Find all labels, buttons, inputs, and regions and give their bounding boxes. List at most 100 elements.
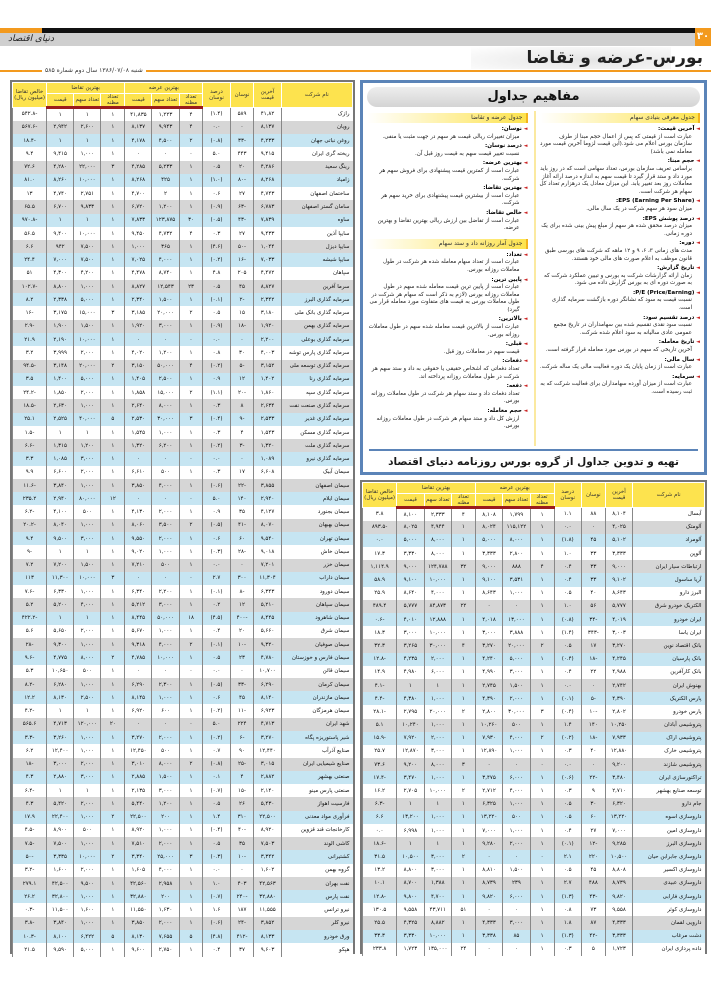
bid-price: ۳,۸۴۰ <box>46 916 74 930</box>
bid-count: ۱ <box>450 573 476 587</box>
offer-price: ۰ <box>124 452 152 466</box>
company-name: نیرو کلر <box>280 916 353 930</box>
company-name: پارس خودرو <box>632 705 705 719</box>
offer-volume: ۴۲۵ <box>151 173 180 188</box>
bid-price: ۸,۱۳۰ <box>46 691 74 705</box>
net-demand: ۱۴.۹ <box>361 665 397 679</box>
change-percent: ۰.۵ <box>202 306 231 320</box>
company-name: سرمایه گذاری صنعت نفت <box>280 399 353 413</box>
bid-count: ۱ <box>100 200 125 214</box>
offer-price: ۵,۴۴۰ <box>124 797 152 811</box>
net-demand: -۴۲۲.۲ <box>11 611 47 625</box>
bid-price: ۶,۲۸۰ <box>46 677 74 692</box>
bid-volume: ۱,۰۰۰ <box>73 399 101 413</box>
change: ۰ <box>229 664 254 678</box>
bid-volume: ۱,۰۰۰ <box>73 518 101 532</box>
company-name: فارسیت اهواز <box>280 797 353 811</box>
company-name: صنایع شیمیایی ایران <box>280 757 353 771</box>
offer-count: ۱ <box>529 547 555 561</box>
table-row: سرمایه گذاری توسعه ملی ۳,۱۵۲ -۵ (۰.۲) ۴ ۵۰,۰۰… <box>11 359 353 373</box>
offer-volume: ۲,۰۰۰ <box>502 692 531 706</box>
bid-volume: ۵,۰۰۰ <box>73 943 101 957</box>
change-percent: ۰.۵ <box>553 639 582 653</box>
table-row: سرمایه گذاری بانک ملی ۳,۱۸۰ ۱۵ ۰.۵ ۲ ۲۰,۰۰۰ ۳,… <box>11 306 353 320</box>
offer-price: ۲,۵۳۰ <box>124 412 152 426</box>
bid-count: ۱۲ <box>100 492 125 506</box>
bid-volume: ۱۰,۰۰۰ <box>73 571 101 586</box>
concept-definition: نسبت سود نقدی تقسیم شده بین سهامداران در… <box>553 322 692 336</box>
bid-volume: ۸۴,۸۷۳ <box>423 599 452 613</box>
last-price: ۷,۰۳۳ <box>253 253 282 267</box>
company-name: سرمایه گذاری پارس توشه <box>280 346 353 360</box>
change-percent: (۰.۶) <box>553 771 582 785</box>
table-row: سیمان فارس و خوزستان ۴,۷۸۰ ۲۳ ۰.۵ ۱ ۱۰,۰۰۰ ۴,۷… <box>11 651 353 665</box>
change: -۱۱ <box>229 704 254 718</box>
company-name: ارتباطات سیار ایران <box>632 560 705 574</box>
bid-volume: ۴۰,۰۰۰ <box>73 412 101 426</box>
table-row: سیمان تهران ۹,۵۴۰ ۶۰ ۰.۶ ۱ ۲,۰۰۰ ۹,۵۵۰ ۱ ۳,۰۰۰ ۹,… <box>11 532 353 546</box>
change: ۱۷ <box>580 639 606 653</box>
offer-volume: ۳,۰۰۰ <box>151 319 180 334</box>
offer-volume: ۲۰۰ <box>151 890 180 904</box>
bid-count: ۱ <box>100 386 125 400</box>
offer-count: ۱ <box>178 505 203 519</box>
offer-volume: ۱,۰۰۰ <box>502 797 531 811</box>
company-name: کارخانجات قند قزوین <box>280 823 353 838</box>
offer-price: ۴,۴۷۸ <box>124 266 152 280</box>
table-row: بانک کارآفرین ۴,۹۸۸ ۲۲ ۰.۴ ۱ ۳,۰۰۰ ۴,۹۹۰ ۱ ۶,۰۰۰… <box>361 665 705 679</box>
bid-count: ۱ <box>100 226 125 241</box>
offer-price: ۲,۱۳۵ <box>124 784 152 798</box>
table-row: داده پردازی ایران ۱,۷۲۳ ۵ ۰.۳ ۱ ۰ ۰ ۲۴ ۱۳۵,۰۰۰ ۱,… <box>361 942 705 956</box>
offer-count: ۱ <box>529 889 555 904</box>
change-percent: ۰.۹ <box>202 372 231 387</box>
change: ۹۰ <box>229 744 254 758</box>
offer-volume: ۵۰,۰۰۰ <box>151 359 180 373</box>
bid-count: ۱ <box>100 876 125 891</box>
bid-price: ۱۰,۲۴۰ <box>396 718 425 732</box>
last-price: ۹,۴۳۳ <box>253 226 282 241</box>
bid-volume: ۱,۶۰۰ <box>73 903 101 917</box>
bid-price: ۲,۷۰۵ <box>396 784 425 798</box>
change-percent: (۰.۶) <box>202 478 231 493</box>
bid-count: ۱ <box>450 916 476 930</box>
change: ۸ <box>229 399 254 413</box>
last-price: ۸,۲۶۸ <box>253 173 282 188</box>
bid-price: ۱,۶۰۰ <box>46 863 74 877</box>
last-price: ۴۲,۵۶۳ <box>253 876 282 891</box>
table-row: آبسال ۸,۱۰۴ ۸۸ ۱.۱ ۱ ۱,۷۹۹ ۸,۱۰۸ ۴ ۲,۳۳۳ ۸,۱۰۰ ۳.۸ <box>361 507 705 521</box>
offer-price: ۰ <box>124 492 152 506</box>
bid-volume: ۱,۰۰۰ <box>73 147 101 161</box>
last-price: ۴,۹۸۸ <box>604 665 633 679</box>
offer-volume: ۳,۰۰۰ <box>151 784 180 798</box>
offer-count: ۴ <box>178 359 203 373</box>
offer-price: ۴,۷۰۰ <box>124 187 152 201</box>
bid-volume: ۵,۰۰۰ <box>73 293 101 307</box>
change-percent: ۰.۵ <box>202 837 231 851</box>
bid-price: ۱ <box>46 107 74 121</box>
offer-volume: ۲,۰۰۰ <box>151 532 180 546</box>
bid-price: ۹,۲۰۰ <box>396 758 425 772</box>
net-demand: ۵.۲ <box>11 598 47 612</box>
bid-count: ۱ <box>450 626 476 640</box>
bid-count: ۱ <box>100 704 125 718</box>
change-percent: (۱.۰) <box>202 173 231 188</box>
net-demand: ۲۵.۵ <box>361 916 397 930</box>
bid-price: ۸,۷۰۰ <box>396 876 425 890</box>
net-demand: ۹.۴ <box>11 147 47 161</box>
table-row: ساختمان اصفهان ۴,۷۴۳ ۲۷ ۰.۶ ۱ ۲ ۴,۷۰۰ ۱ ۲,۷۵۱ ۴,۷… <box>11 187 353 201</box>
table-row: سیمان بهبهان ۸,۰۷۰ -۴۱ (۰.۵) ۲ ۳,۵۰۰ ۸,۰۶۰ ۱ ۱,۰… <box>11 518 353 532</box>
concept-term: P/E (Price/Earning): <box>540 290 701 298</box>
bid-price: ۴,۷۴۰ <box>46 187 74 201</box>
table-row: سرمایه گذاری مسکن ۱,۵۴۳ ۴ ۰.۳ ۱ ۱,۰۰۰ ۱,۵۴۵ ۱ ۱ ۱… <box>11 425 353 440</box>
header-change-percent: درصد نوسان <box>202 82 231 108</box>
bid-volume: ۱,۳۸۸ <box>423 876 452 890</box>
change: ۴۰ <box>580 586 606 600</box>
offer-count: ۰ <box>178 717 203 731</box>
last-price: ۲,۵۳۳ <box>253 412 282 426</box>
company-name: سیمان ایلام <box>280 492 353 506</box>
offer-volume: ۸,۰۰۰ <box>502 533 531 548</box>
company-name: جام دارو <box>632 797 705 811</box>
offer-count: ۱ <box>178 770 203 785</box>
change-percent: ۰.۴ <box>553 824 582 838</box>
company-name: سامان گستر اصفهان <box>280 200 353 214</box>
